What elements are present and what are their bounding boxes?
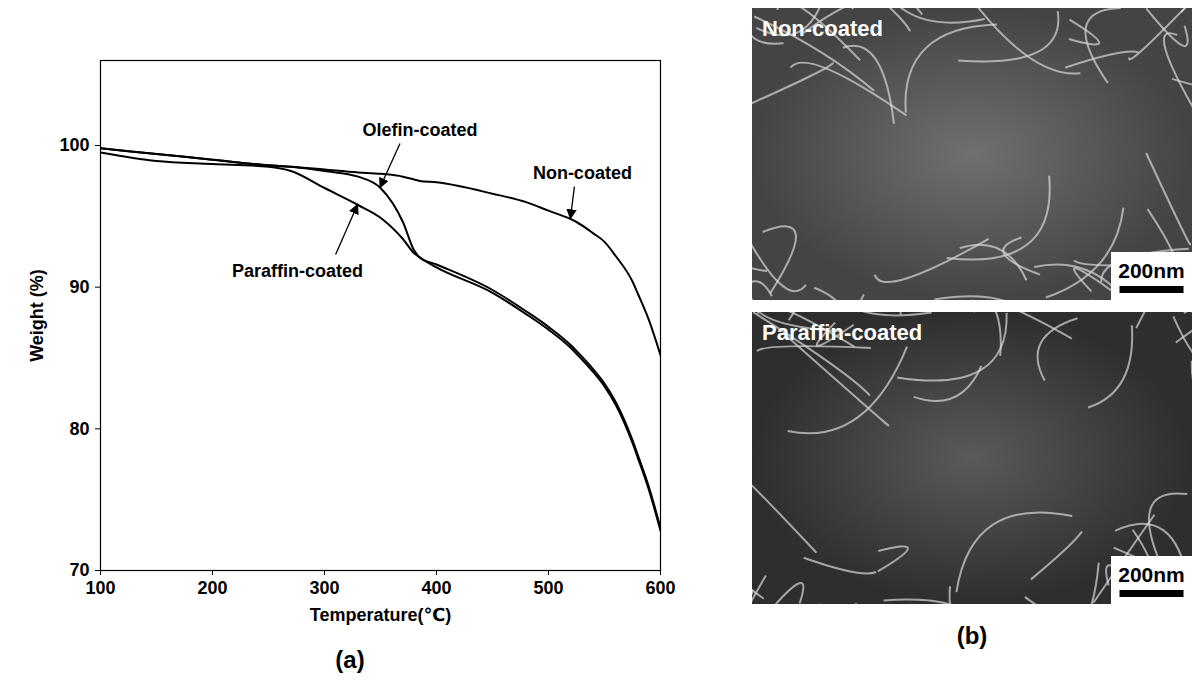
svg-text:100: 100	[85, 578, 115, 598]
svg-text:200nm: 200nm	[1118, 563, 1185, 586]
svg-text:70: 70	[69, 560, 89, 580]
svg-text:Weight (%): Weight (%)	[27, 269, 47, 362]
svg-text:Non-coated: Non-coated	[533, 163, 632, 183]
html-text:(b): (b)	[956, 622, 988, 649]
svg-text:200: 200	[197, 578, 227, 598]
svg-text:600: 600	[645, 578, 675, 598]
svg-text:Paraffin-coated: Paraffin-coated	[762, 320, 922, 345]
svg-text:Non-coated: Non-coated	[762, 16, 883, 41]
svg-text:Paraffin-coated: Paraffin-coated	[232, 261, 363, 281]
svg-text:Olefin-coated: Olefin-coated	[362, 120, 477, 140]
svg-text:90: 90	[69, 277, 89, 297]
svg-text:500: 500	[533, 578, 563, 598]
svg-text:200nm: 200nm	[1118, 259, 1185, 282]
html-text:(a): (a)	[335, 646, 365, 673]
svg-text:400: 400	[421, 578, 451, 598]
svg-text:100: 100	[59, 135, 89, 155]
svg-text:300: 300	[309, 578, 339, 598]
svg-text:Temperature(℃): Temperature(℃)	[310, 605, 452, 625]
svg-text:80: 80	[69, 419, 89, 439]
